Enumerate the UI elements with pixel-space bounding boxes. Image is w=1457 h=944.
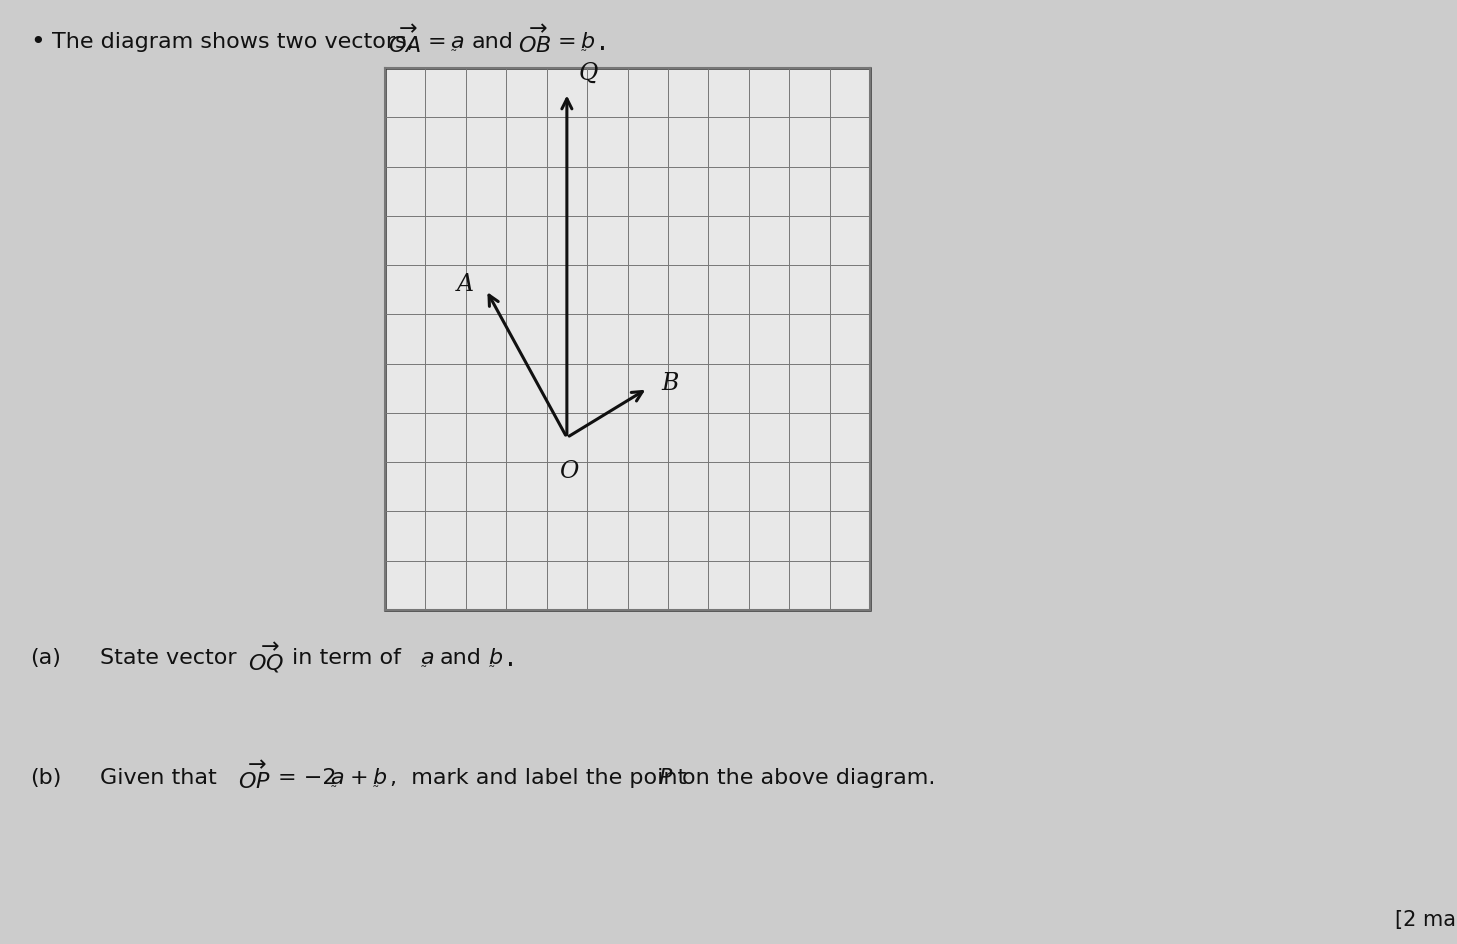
Text: •: • (31, 30, 45, 54)
Text: (b): (b) (31, 768, 61, 788)
Text: State vector: State vector (101, 648, 236, 668)
Text: Q: Q (578, 61, 599, 85)
Text: .: . (506, 644, 514, 672)
Text: $a$: $a$ (329, 767, 344, 789)
Text: $a$: $a$ (450, 31, 465, 53)
Text: $\overrightarrow{OQ}$: $\overrightarrow{OQ}$ (248, 641, 284, 675)
Text: ˜: ˜ (580, 50, 587, 64)
Text: +: + (350, 768, 369, 788)
Text: ˜: ˜ (488, 666, 495, 680)
Text: $P$: $P$ (659, 767, 673, 789)
Text: and: and (440, 648, 482, 668)
Text: $b$: $b$ (372, 767, 388, 789)
Text: B: B (661, 372, 679, 395)
Text: $\overrightarrow{OB}$: $\overrightarrow{OB}$ (519, 25, 551, 59)
Text: and: and (472, 32, 514, 52)
Text: ˜: ˜ (372, 786, 380, 800)
Text: $\overrightarrow{OP}$: $\overrightarrow{OP}$ (237, 762, 271, 794)
Text: $b$: $b$ (488, 647, 503, 669)
Text: [2 mar: [2 mar (1394, 910, 1457, 930)
Text: ˜: ˜ (450, 50, 457, 64)
Text: .: . (597, 28, 608, 56)
Text: A: A (457, 273, 474, 296)
Text: ˜: ˜ (329, 786, 338, 800)
Text: in term of: in term of (291, 648, 401, 668)
Text: $\overrightarrow{OA}$: $\overrightarrow{OA}$ (388, 25, 421, 59)
Text: ˜: ˜ (420, 666, 427, 680)
Text: Given that: Given that (101, 768, 217, 788)
Text: =: = (558, 32, 577, 52)
Text: on the above diagram.: on the above diagram. (682, 768, 935, 788)
Text: =: = (428, 32, 447, 52)
Text: = −2: = −2 (278, 768, 337, 788)
Text: (a): (a) (31, 648, 61, 668)
Text: $b$: $b$ (580, 31, 594, 53)
Text: ,  mark and label the point: , mark and label the point (390, 768, 686, 788)
Text: $a$: $a$ (420, 647, 434, 669)
Text: O: O (559, 460, 578, 482)
Bar (385, 68, 870, 610)
Text: The diagram shows two vectors,: The diagram shows two vectors, (52, 32, 414, 52)
